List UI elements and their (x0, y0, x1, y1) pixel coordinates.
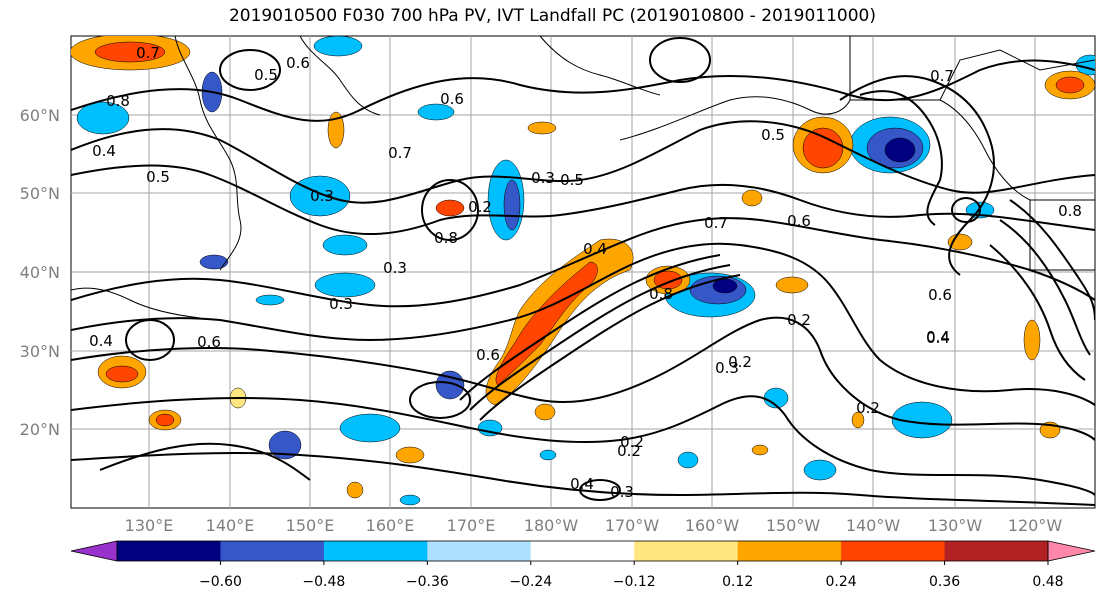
contour-label: 0.7 (704, 214, 728, 232)
lon-label-130w: 130°W (928, 516, 983, 535)
colorbar-tick-label: −0.60 (199, 574, 242, 590)
colorbar: −0.60 −0.48 −0.36 −0.24 −0.12 0.12 0.24 0.36 0.4… (70, 540, 1096, 590)
colorbar-segment (117, 541, 221, 561)
colorbar-segment (841, 541, 946, 561)
colorbar-tick-label: 0.24 (826, 574, 857, 590)
colorbar-tick-labels: −0.60 −0.48 −0.36 −0.24 −0.12 0.12 0.24 0.36 0.4… (199, 561, 1064, 590)
latitude-labels: 60°N 50°N 40°N 30°N 20°N (20, 106, 60, 439)
contour-label: 0.8 (1058, 202, 1082, 220)
contour-label: 0.3 (383, 259, 407, 277)
contour-label: 0.7 (388, 144, 412, 162)
contour-label: 0.3 (310, 187, 334, 205)
contour-label: 0.6 (476, 346, 500, 364)
colorbar-segment (737, 541, 842, 561)
contour-label: 0.3 (715, 359, 739, 377)
contour-label: 0.2 (856, 399, 880, 417)
colorbar-tick-label: −0.48 (302, 574, 345, 590)
lon-label-170e: 170°E (447, 516, 496, 535)
contour-label: 0.8 (106, 92, 130, 110)
contour-label: 0.2 (620, 433, 644, 451)
contour-label: 0.2 (787, 311, 811, 329)
colorbar-extend-min (70, 540, 118, 562)
contour-label: 0.5 (560, 171, 584, 189)
lat-label-40n: 40°N (20, 263, 60, 282)
contour-label: 0.5 (146, 168, 170, 186)
coastlines (71, 36, 1095, 319)
lon-label-120w: 120°W (1008, 516, 1063, 535)
contour-label: 0.7 (136, 44, 160, 62)
colorbar-segment (323, 541, 428, 561)
contour-label: 0.3 (610, 483, 634, 501)
contour-label: 0.4 (570, 475, 594, 493)
colorbar-tick-label: −0.24 (509, 574, 552, 590)
colorbar-segment (944, 541, 1049, 561)
contour-label: 0.4 (926, 329, 950, 347)
contour-label: 0.3 (531, 169, 555, 187)
contour-label: 0.6 (286, 54, 310, 72)
contour-label: 0.5 (761, 126, 785, 144)
colorbar-frame (116, 540, 1049, 562)
colorbar-segment (220, 541, 325, 561)
colorbar-segment (634, 541, 739, 561)
colorbar-tick-label: 0.48 (1032, 574, 1063, 590)
lon-label-130e: 130°E (125, 516, 174, 535)
contour-label: 0.8 (434, 229, 458, 247)
contour-label: 0.4 (583, 240, 607, 258)
contour-label: 0.4 (926, 328, 950, 346)
lon-label-160w: 160°W (685, 516, 740, 535)
lon-label-180w: 180°W (524, 516, 579, 535)
colorbar-tick-label: 0.36 (929, 574, 960, 590)
colorbar-segment (427, 541, 532, 561)
contour-label: 0.7 (930, 67, 954, 85)
colorbar-tick-label: 0.12 (722, 574, 753, 590)
colorbar-tick-label: −0.12 (613, 574, 656, 590)
lat-label-30n: 30°N (20, 342, 60, 361)
contour-label: 0.2 (468, 198, 492, 216)
contour-label: 0.6 (440, 90, 464, 108)
contour-label: 0.6 (197, 333, 221, 351)
contour-label: 0.6 (928, 286, 952, 304)
contour-label: 0.6 (787, 212, 811, 230)
map-title: 2019010500 F030 700 hPa PV, IVT Landfall… (228, 6, 876, 26)
contour-label: 0.8 (649, 285, 673, 303)
contour-labels: 0.70.60.50.80.40.30.20.60.70.50.30.80.4 0… (89, 44, 1082, 501)
colorbar-extend-max (1047, 540, 1096, 562)
lon-label-140w: 140°W (846, 516, 901, 535)
lat-label-50n: 50°N (20, 184, 60, 203)
lat-label-20n: 20°N (20, 420, 60, 439)
colorbar-tick-label: −0.36 (406, 574, 449, 590)
contour-label: 0.4 (89, 332, 113, 350)
lon-label-170w: 170°W (605, 516, 660, 535)
contour-label: 0.2 (728, 353, 752, 371)
lon-label-150e: 150°E (286, 516, 335, 535)
lat-label-60n: 60°N (20, 106, 60, 125)
lon-label-160e: 160°E (366, 516, 415, 535)
colorbar-segment (530, 541, 635, 561)
contour-label: 0.3 (329, 295, 353, 313)
contour-label: 0.5 (254, 66, 278, 84)
longitude-labels: 130°E 140°E 150°E 160°E 170°E 180°W 170°… (125, 516, 1063, 535)
contour-label: 0.4 (92, 142, 116, 160)
graticule (71, 36, 1095, 508)
colorbar-segments (70, 540, 1096, 562)
lon-label-140e: 140°E (206, 516, 255, 535)
lon-label-150w: 150°W (766, 516, 821, 535)
contour-label: 0.2 (617, 442, 641, 460)
pv-contours (71, 37, 1095, 506)
